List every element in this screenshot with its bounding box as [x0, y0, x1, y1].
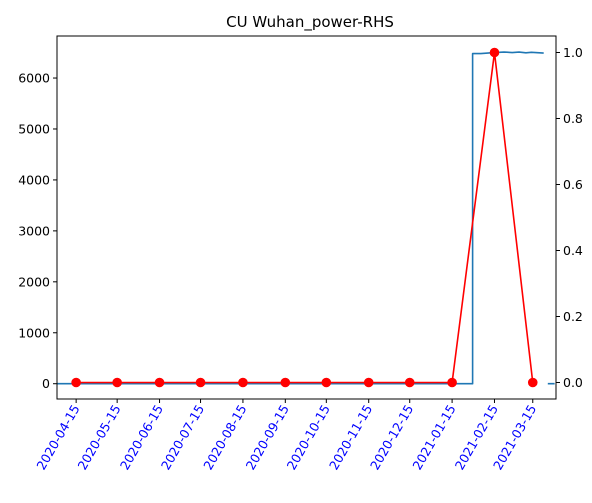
y-left-tick-label: 3000 [18, 223, 50, 238]
plot-frame [56, 35, 557, 400]
data-point [527, 377, 538, 388]
data-point [404, 377, 415, 388]
chart-title: CU Wuhan_power-RHS [226, 13, 394, 32]
data-point [154, 377, 165, 388]
y-right-tick-label: 1.0 [563, 45, 583, 60]
series-line-left-axis [57, 51, 555, 385]
data-point [195, 377, 206, 388]
y-left-tick-label: 4000 [18, 172, 50, 187]
data-point [280, 377, 291, 388]
x-tick-label: 2020-08-15 [200, 402, 249, 472]
x-tick-label: 2020-12-15 [367, 402, 416, 472]
y-right-tick-label: 0.0 [563, 375, 583, 390]
data-point [363, 377, 374, 388]
y-left-tick-label: 6000 [18, 71, 50, 86]
y-right-tick-label: 0.4 [563, 243, 583, 258]
data-point [447, 377, 457, 388]
x-tick-label: 2020-05-15 [74, 402, 123, 472]
x-tick-label: 2020-10-15 [284, 402, 333, 472]
x-tick-label: 2021-01-15 [409, 402, 458, 472]
y-left-tick-label: 0 [42, 376, 50, 391]
y-right-tick-label: 0.6 [563, 177, 583, 192]
y-left-tick-label: 5000 [18, 121, 50, 136]
data-point [489, 47, 500, 58]
data-point [321, 377, 332, 388]
series-line-right-axis [76, 51, 534, 384]
data-point [238, 377, 248, 388]
data-point [71, 377, 81, 388]
data-point [112, 377, 122, 388]
x-tick-label: 2020-07-15 [158, 402, 207, 472]
y-right-tick-label: 0.2 [563, 309, 583, 324]
plot-area: 0 1000 2000 3000 4000 5000 6000 0.0 0.2 0.4 0.6 0.8… [18, 35, 583, 472]
y-left-tick-label: 1000 [18, 325, 50, 340]
y-right-tick-label: 0.8 [563, 111, 583, 126]
y-left-tick-label: 2000 [18, 274, 50, 289]
